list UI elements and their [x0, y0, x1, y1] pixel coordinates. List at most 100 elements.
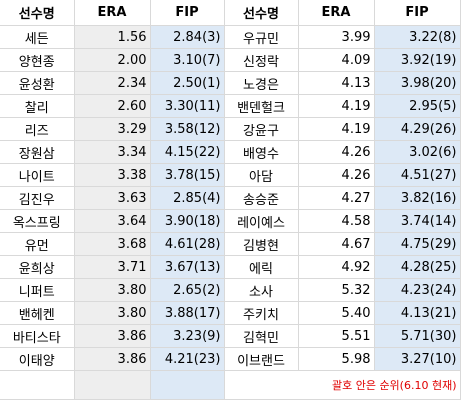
- player-name-cell[interactable]: 주키치: [224, 301, 299, 325]
- era-cell[interactable]: 1.56: [74, 25, 151, 49]
- fip-cell[interactable]: 2.85(4): [150, 186, 225, 210]
- fip-cell[interactable]: 3.90(18): [150, 209, 225, 233]
- player-name-cell[interactable]: 유먼: [0, 232, 75, 256]
- player-name-cell[interactable]: 김혁민: [224, 324, 299, 348]
- fip-cell[interactable]: 4.21(23): [150, 347, 225, 371]
- era-cell[interactable]: 3.86: [74, 347, 151, 371]
- fip-cell[interactable]: 3.58(12): [150, 117, 225, 141]
- player-name-cell[interactable]: 세든: [0, 25, 75, 49]
- col-header-name-2[interactable]: 선수명: [224, 0, 299, 26]
- fip-cell[interactable]: 4.23(24): [374, 278, 461, 302]
- empty-cell[interactable]: [0, 370, 75, 400]
- col-header-fip[interactable]: FIP: [150, 0, 225, 26]
- era-cell[interactable]: 3.68: [74, 232, 151, 256]
- era-cell[interactable]: 3.64: [74, 209, 151, 233]
- era-cell[interactable]: 3.71: [74, 255, 151, 279]
- player-name-cell[interactable]: 노경은: [224, 71, 299, 95]
- era-cell[interactable]: 2.34: [74, 71, 151, 95]
- empty-cell[interactable]: [74, 370, 151, 400]
- player-name-cell[interactable]: 김진우: [0, 186, 75, 210]
- player-name-cell[interactable]: 에릭: [224, 255, 299, 279]
- player-name-cell[interactable]: 옥스프링: [0, 209, 75, 233]
- footnote-cell[interactable]: 괄호 안은 순위(6.10 현재): [224, 370, 461, 400]
- era-cell[interactable]: 3.29: [74, 117, 151, 141]
- era-cell[interactable]: 2.00: [74, 48, 151, 72]
- col-header-era[interactable]: ERA: [74, 0, 151, 26]
- fip-cell[interactable]: 3.82(16): [374, 186, 461, 210]
- era-cell[interactable]: 3.63: [74, 186, 151, 210]
- empty-cell[interactable]: [150, 370, 225, 400]
- player-name-cell[interactable]: 신정락: [224, 48, 299, 72]
- col-header-era-2[interactable]: ERA: [298, 0, 375, 26]
- player-name-cell[interactable]: 김병현: [224, 232, 299, 256]
- fip-cell[interactable]: 2.84(3): [150, 25, 225, 49]
- player-name-cell[interactable]: 소사: [224, 278, 299, 302]
- era-cell[interactable]: 4.19: [298, 94, 375, 118]
- player-name-cell[interactable]: 나이트: [0, 163, 75, 187]
- era-cell[interactable]: 5.40: [298, 301, 375, 325]
- fip-cell[interactable]: 2.50(1): [150, 71, 225, 95]
- era-cell[interactable]: 3.99: [298, 25, 375, 49]
- fip-cell[interactable]: 4.75(29): [374, 232, 461, 256]
- era-cell[interactable]: 4.26: [298, 140, 375, 164]
- fip-cell[interactable]: 3.92(19): [374, 48, 461, 72]
- fip-cell[interactable]: 3.10(7): [150, 48, 225, 72]
- player-name-cell[interactable]: 레이예스: [224, 209, 299, 233]
- player-name-cell[interactable]: 우규민: [224, 25, 299, 49]
- fip-cell[interactable]: 4.13(21): [374, 301, 461, 325]
- era-cell[interactable]: 3.80: [74, 278, 151, 302]
- player-name-cell[interactable]: 찰리: [0, 94, 75, 118]
- era-cell[interactable]: 4.58: [298, 209, 375, 233]
- fip-cell[interactable]: 3.27(10): [374, 347, 461, 371]
- era-cell[interactable]: 3.38: [74, 163, 151, 187]
- era-cell[interactable]: 5.32: [298, 278, 375, 302]
- era-cell[interactable]: 2.60: [74, 94, 151, 118]
- era-cell[interactable]: 4.92: [298, 255, 375, 279]
- fip-cell[interactable]: 3.02(6): [374, 140, 461, 164]
- era-cell[interactable]: 5.98: [298, 347, 375, 371]
- era-cell[interactable]: 4.67: [298, 232, 375, 256]
- player-name-cell[interactable]: 바티스타: [0, 324, 75, 348]
- player-name-cell[interactable]: 배영수: [224, 140, 299, 164]
- era-cell[interactable]: 4.13: [298, 71, 375, 95]
- player-name-cell[interactable]: 양현종: [0, 48, 75, 72]
- era-cell[interactable]: 4.27: [298, 186, 375, 210]
- player-name-cell[interactable]: 니퍼트: [0, 278, 75, 302]
- era-cell[interactable]: 4.09: [298, 48, 375, 72]
- fip-cell[interactable]: 5.71(30): [374, 324, 461, 348]
- col-header-fip-2[interactable]: FIP: [374, 0, 461, 26]
- fip-cell[interactable]: 2.95(5): [374, 94, 461, 118]
- player-name-cell[interactable]: 강윤구: [224, 117, 299, 141]
- fip-cell[interactable]: 4.28(25): [374, 255, 461, 279]
- col-header-name[interactable]: 선수명: [0, 0, 75, 26]
- fip-cell[interactable]: 3.30(11): [150, 94, 225, 118]
- player-name-cell[interactable]: 리즈: [0, 117, 75, 141]
- fip-cell[interactable]: 3.88(17): [150, 301, 225, 325]
- player-name-cell[interactable]: 이브랜드: [224, 347, 299, 371]
- fip-cell[interactable]: 4.61(28): [150, 232, 225, 256]
- fip-cell[interactable]: 3.23(9): [150, 324, 225, 348]
- era-cell[interactable]: 3.34: [74, 140, 151, 164]
- fip-cell[interactable]: 3.98(20): [374, 71, 461, 95]
- fip-cell[interactable]: 3.67(13): [150, 255, 225, 279]
- player-name-cell[interactable]: 윤성환: [0, 71, 75, 95]
- era-cell[interactable]: 5.51: [298, 324, 375, 348]
- player-name-cell[interactable]: 장원삼: [0, 140, 75, 164]
- player-name-cell[interactable]: 이태양: [0, 347, 75, 371]
- player-name-cell[interactable]: 송승준: [224, 186, 299, 210]
- fip-cell[interactable]: 4.15(22): [150, 140, 225, 164]
- player-name-cell[interactable]: 아담: [224, 163, 299, 187]
- era-cell[interactable]: 3.86: [74, 324, 151, 348]
- era-cell[interactable]: 4.26: [298, 163, 375, 187]
- fip-cell[interactable]: 3.74(14): [374, 209, 461, 233]
- player-name-cell[interactable]: 밴헤켄: [0, 301, 75, 325]
- era-cell[interactable]: 3.80: [74, 301, 151, 325]
- fip-cell[interactable]: 3.78(15): [150, 163, 225, 187]
- era-cell[interactable]: 4.19: [298, 117, 375, 141]
- fip-cell[interactable]: 4.51(27): [374, 163, 461, 187]
- player-name-cell[interactable]: 윤희상: [0, 255, 75, 279]
- fip-cell[interactable]: 4.29(26): [374, 117, 461, 141]
- player-name-cell[interactable]: 밴덴헐크: [224, 94, 299, 118]
- fip-cell[interactable]: 3.22(8): [374, 25, 461, 49]
- fip-cell[interactable]: 2.65(2): [150, 278, 225, 302]
